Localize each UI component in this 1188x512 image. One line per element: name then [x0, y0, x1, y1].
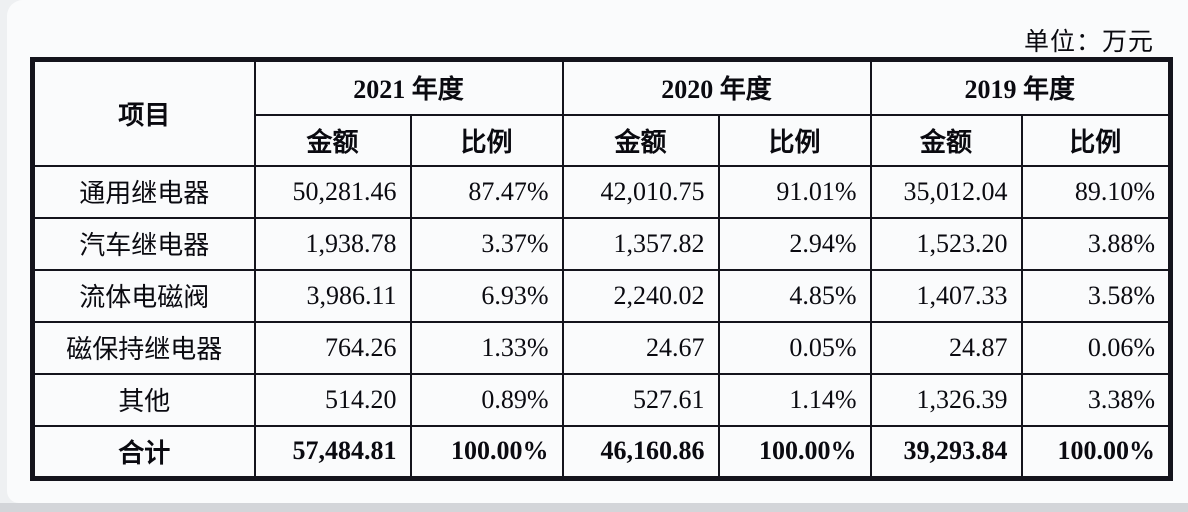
ratio-header-2021: 比例: [409, 113, 564, 167]
amount-cell: 1,326.39: [869, 372, 1023, 427]
table-row: 其他 514.20 0.89% 527.61 1.14% 1,326.39 3.…: [31, 372, 1172, 427]
ratio-cell: 1.14%: [717, 372, 872, 427]
amount-cell: 50,281.46: [253, 164, 412, 219]
amount-cell: 1,938.78: [253, 216, 412, 271]
amount-header-2021: 金额: [253, 113, 412, 167]
ratio-cell: 0.06%: [1020, 320, 1172, 375]
ratio-cell: 4.85%: [717, 268, 872, 323]
total-amount-cell: 39,293.84: [869, 424, 1023, 480]
year-header-2020: 2020 年度: [561, 58, 872, 116]
amount-header-2019: 金额: [869, 113, 1023, 167]
ratio-cell: 0.89%: [409, 372, 564, 427]
amount-cell: 3,986.11: [253, 268, 412, 323]
row-label: 流体电磁阀: [31, 268, 256, 323]
total-ratio-cell: 100.00%: [409, 424, 564, 480]
ratio-cell: 6.93%: [409, 268, 564, 323]
ratio-header-2020: 比例: [717, 113, 872, 167]
year-header-2021: 2021 年度: [253, 58, 564, 116]
table-row: 通用继电器 50,281.46 87.47% 42,010.75 91.01% …: [31, 164, 1172, 219]
ratio-cell: 89.10%: [1020, 164, 1172, 219]
amount-cell: 527.61: [561, 372, 720, 427]
amount-cell: 24.67: [561, 320, 720, 375]
year-header-row: 项目 2021 年度 2020 年度 2019 年度: [31, 58, 1172, 167]
ratio-cell: 2.94%: [717, 216, 872, 271]
item-column-header: 项目: [31, 58, 256, 167]
total-ratio-cell: 100.00%: [1020, 424, 1172, 480]
amount-cell: 764.26: [253, 320, 412, 375]
total-label: 合计: [31, 424, 256, 480]
ratio-cell: 3.88%: [1020, 216, 1172, 271]
revenue-breakdown-table: 项目 2021 年度 2020 年度 2019 年度 金额 比例 金额 比例 金…: [30, 57, 1174, 481]
row-label: 磁保持继电器: [31, 320, 256, 375]
amount-cell: 1,357.82: [561, 216, 720, 271]
row-label: 汽车继电器: [31, 216, 256, 271]
ratio-cell: 1.33%: [409, 320, 564, 375]
total-amount-cell: 46,160.86: [561, 424, 720, 480]
unit-label: 单位：万元: [1023, 29, 1154, 56]
table-row: 汽车继电器 1,938.78 3.37% 1,357.82 2.94% 1,52…: [31, 216, 1172, 271]
amount-cell: 2,240.02: [561, 268, 720, 323]
row-label: 通用继电器: [31, 164, 256, 219]
amount-header-2020: 金额: [561, 113, 720, 167]
total-amount-cell: 57,484.81: [253, 424, 412, 480]
ratio-cell: 87.47%: [409, 164, 564, 219]
ratio-cell: 0.05%: [717, 320, 872, 375]
amount-cell: 514.20: [253, 372, 412, 427]
ratio-cell: 3.38%: [1020, 372, 1172, 427]
table-row: 磁保持继电器 764.26 1.33% 24.67 0.05% 24.87 0.…: [31, 320, 1172, 375]
total-row: 合计 57,484.81 100.00% 46,160.86 100.00% 3…: [31, 424, 1172, 480]
amount-cell: 1,523.20: [869, 216, 1023, 271]
ratio-header-2019: 比例: [1020, 113, 1172, 167]
ratio-cell: 3.37%: [409, 216, 564, 271]
row-label: 其他: [31, 372, 256, 427]
bottom-edge-strip: [0, 503, 1188, 512]
amount-cell: 24.87: [869, 320, 1023, 375]
table-row: 流体电磁阀 3,986.11 6.93% 2,240.02 4.85% 1,40…: [31, 268, 1172, 323]
total-ratio-cell: 100.00%: [717, 424, 872, 480]
subheader-row: 金额 比例 金额 比例 金额 比例: [33, 113, 1172, 167]
amount-cell: 35,012.04: [869, 164, 1023, 219]
ratio-cell: 3.58%: [1020, 268, 1172, 323]
amount-cell: 1,407.33: [869, 268, 1023, 323]
amount-cell: 42,010.75: [561, 164, 720, 219]
year-header-2019: 2019 年度: [869, 58, 1172, 116]
ratio-cell: 91.01%: [717, 164, 872, 219]
